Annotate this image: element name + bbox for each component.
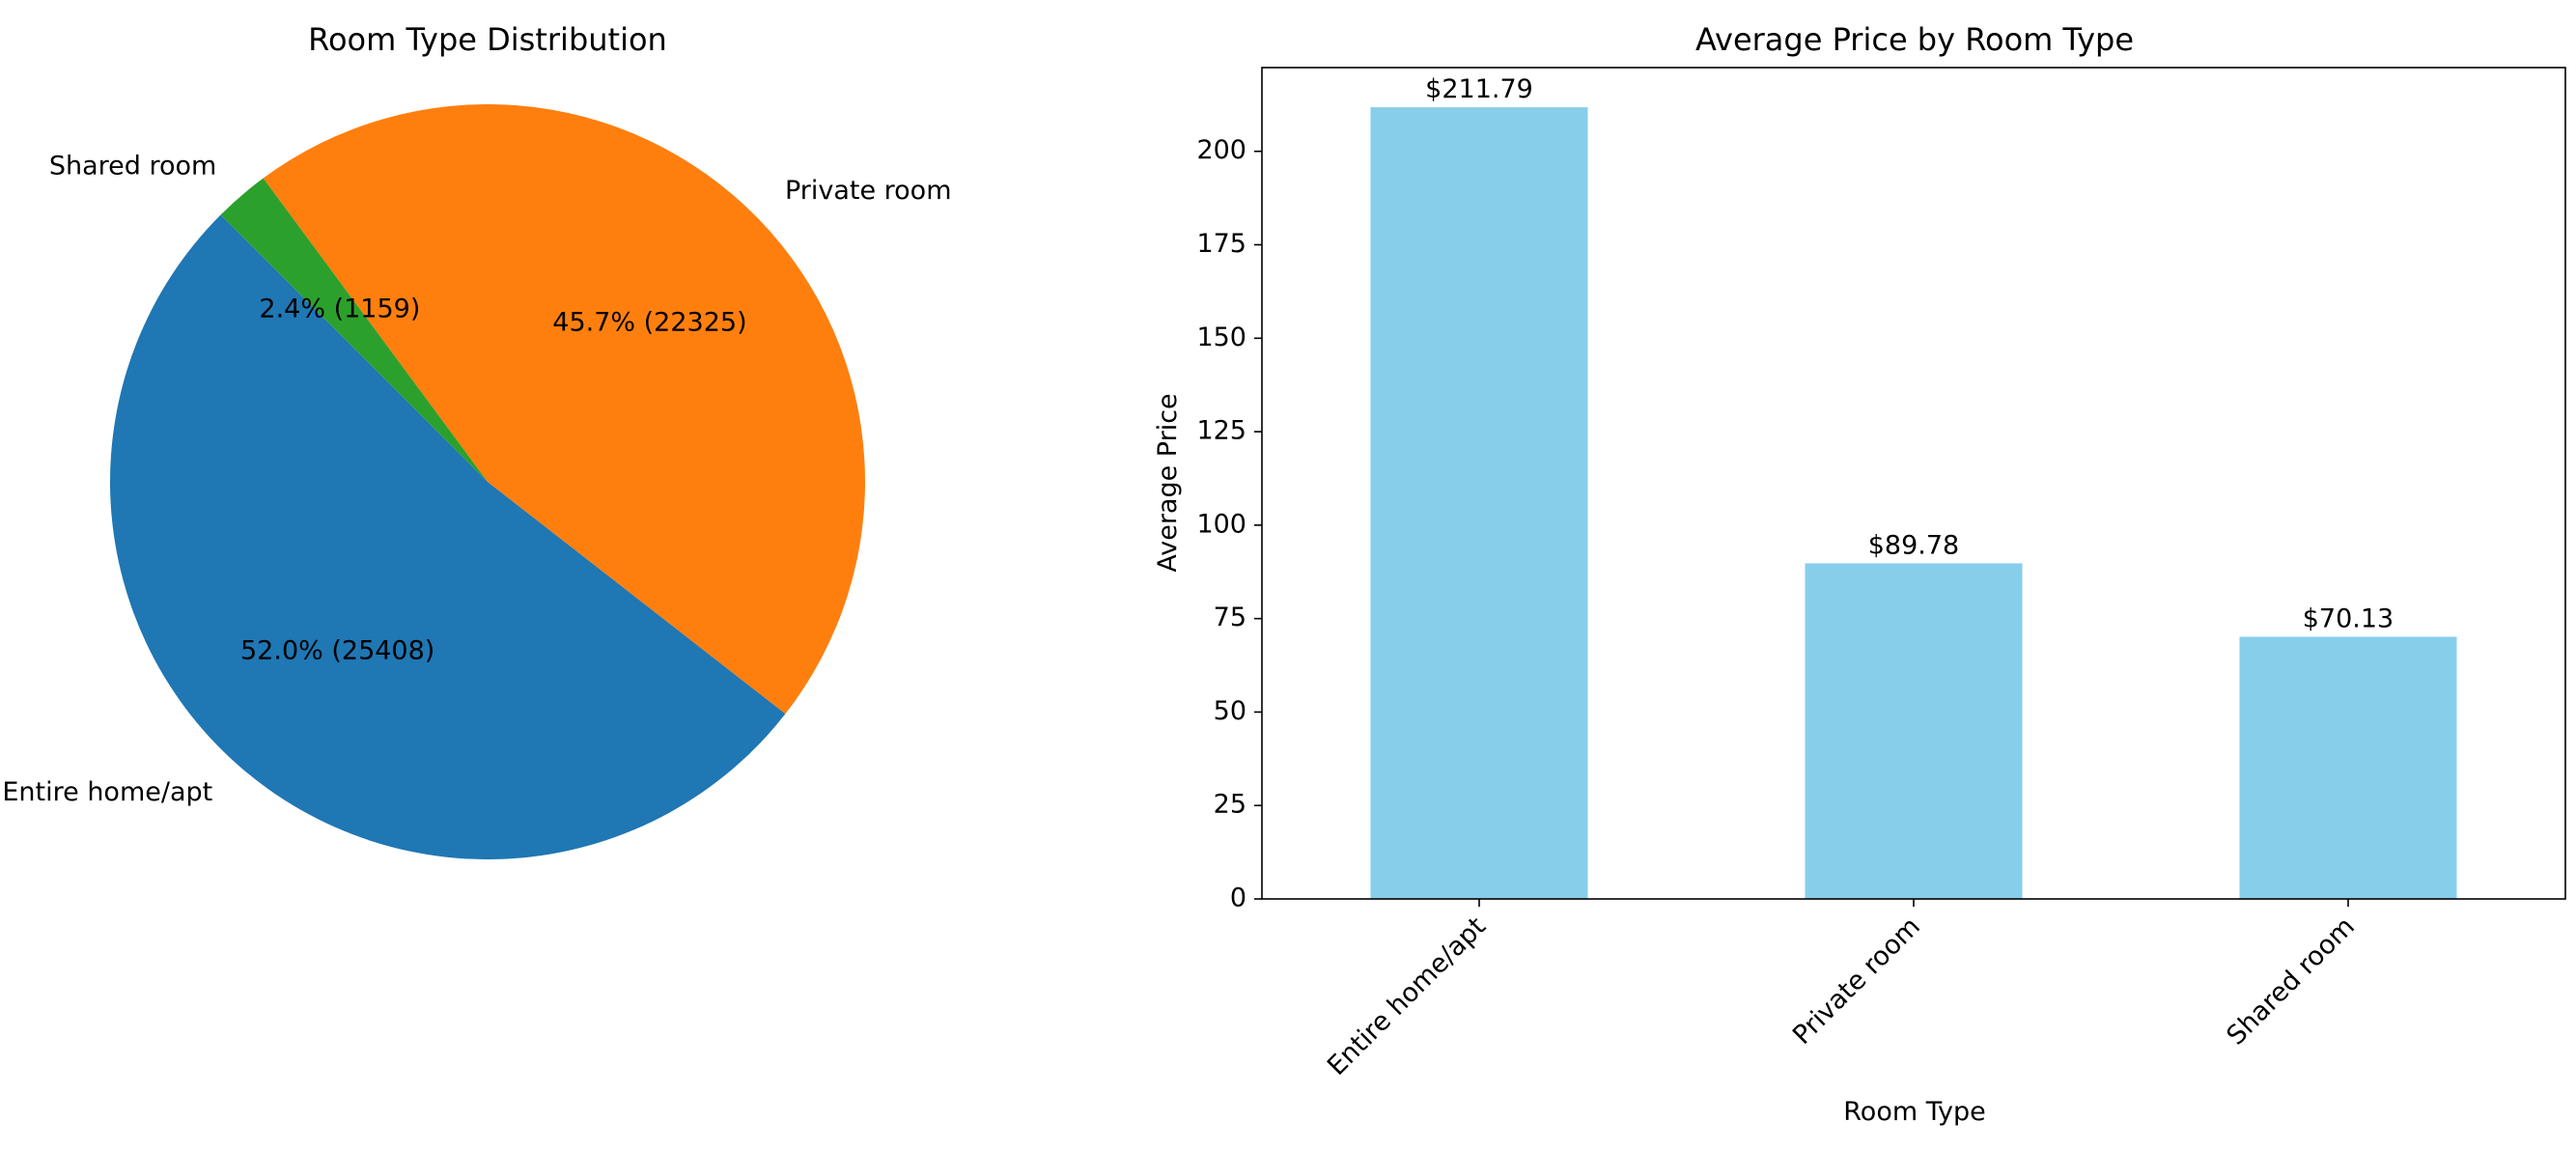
y-tick-label: 100 [1196, 509, 1246, 539]
bar-shared-room [2239, 636, 2457, 899]
pie-labels: Entire home/apt 52.0% (25408) Private room… [2, 152, 951, 807]
y-tick-label: 25 [1214, 790, 1246, 820]
pie-percent-label-shared-room: 2.4% (1159) [259, 295, 420, 324]
bar-value-label-shared-room: $70.13 [2303, 603, 2394, 633]
pie-chart: Room Type Distribution Entire home/apt 52… [2, 21, 952, 860]
y-tick-label: 200 [1196, 135, 1246, 165]
y-tick-label: 0 [1230, 884, 1246, 913]
pie-percent-label-entire-home-apt: 52.0% (25408) [240, 635, 434, 665]
pie-label-shared-room: Shared room [49, 152, 216, 182]
x-tick-label-private-room: Private room [1787, 912, 1926, 1051]
pie-label-private-room: Private room [785, 176, 952, 206]
pie-slice-entire-home-apt [109, 214, 786, 860]
bar-chart: Average Price by Room Type $211.79 $89.78… [1153, 21, 2566, 1127]
x-axis-label: Room Type [1843, 1097, 1986, 1127]
bar-value-label-private-room: $89.78 [1868, 530, 1959, 560]
bar-entire-home-apt [1370, 107, 1588, 900]
pie-chart-title: Room Type Distribution [308, 21, 667, 58]
y-tick-label: 175 [1196, 229, 1246, 259]
y-tick-label: 75 [1214, 603, 1246, 632]
pie-label-entire-home-apt: Entire home/apt [2, 777, 212, 807]
pie-percent-label-private-room: 45.7% (22325) [552, 308, 746, 338]
x-axis: Entire home/apt Private room Shared room [1322, 899, 2361, 1081]
bar-chart-title: Average Price by Room Type [1695, 21, 2134, 58]
bar-private-room [1805, 563, 2023, 899]
x-tick-label-shared-room: Shared room [2221, 912, 2361, 1052]
y-axis: 0 25 50 75 100 125 150 175 200 [1196, 135, 1262, 913]
pie-slice-shared-room [220, 178, 489, 482]
pie-slice-private-room [263, 104, 865, 715]
bar-value-label-entire-home-apt: $211.79 [1425, 74, 1533, 104]
bar-value-labels: $211.79 $89.78 $70.13 [1425, 74, 2394, 633]
y-tick-label: 125 [1196, 416, 1246, 446]
x-tick-label-entire-home-apt: Entire home/apt [1322, 912, 1492, 1081]
y-axis-label: Average Price [1153, 393, 1183, 572]
y-tick-label: 150 [1196, 323, 1246, 352]
y-tick-label: 50 [1214, 696, 1246, 726]
pie-slices [109, 104, 865, 860]
bar-bars [1370, 107, 2457, 900]
